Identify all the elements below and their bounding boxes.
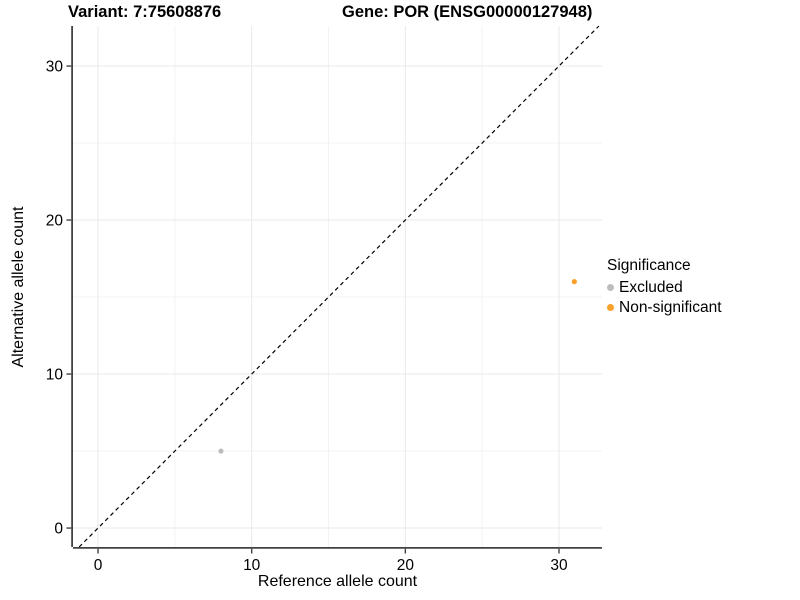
- legend-item-non-significant: Non-significant: [607, 298, 722, 318]
- x-axis-title: Reference allele count: [257, 573, 418, 590]
- y-tick-label: 30: [46, 59, 64, 76]
- legend-key-excluded-icon: [607, 284, 614, 292]
- plot-title-gene: Gene: POR (ENSG00000127948): [342, 3, 593, 21]
- legend-item-excluded: Excluded: [607, 278, 722, 298]
- x-tick-label: 0: [94, 557, 103, 574]
- identity-line: [78, 25, 600, 548]
- y-axis-title: Alternative allele count: [10, 206, 27, 368]
- legend-label-excluded: Excluded: [619, 279, 683, 296]
- x-tick-label: 20: [397, 557, 415, 574]
- x-tick-label: 10: [243, 557, 261, 574]
- legend-label-non-significant: Non-significant: [619, 298, 722, 316]
- x-tick-label: 30: [550, 557, 568, 574]
- legend-key-non-significant-icon: [607, 303, 614, 311]
- y-tick-label: 0: [54, 521, 63, 538]
- legend-title: Significance: [607, 257, 691, 274]
- data-point-non-significant: [571, 279, 577, 285]
- y-tick-label: 10: [46, 367, 64, 384]
- plot-title-variant: Variant: 7:75608876: [68, 3, 222, 21]
- y-tick-label: 20: [46, 213, 64, 230]
- legend: Significance Excluded Non-significant: [607, 256, 722, 317]
- data-point-excluded: [218, 448, 224, 454]
